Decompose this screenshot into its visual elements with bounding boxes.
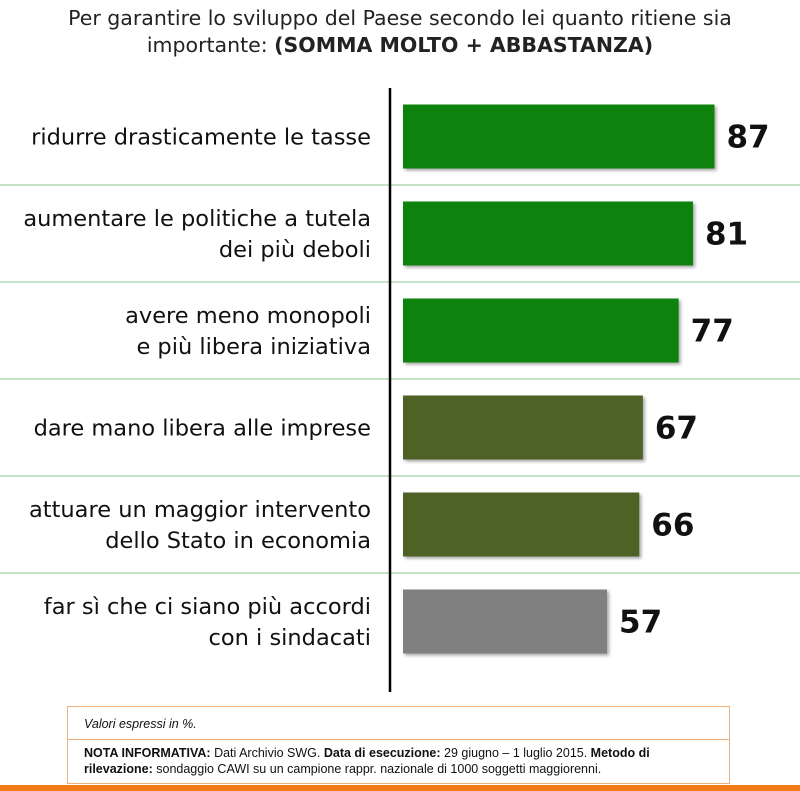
category-label: far sì che ci siano più accordi con i sin…	[44, 594, 371, 651]
bar	[403, 492, 640, 557]
bar	[403, 589, 608, 654]
method-label: Metodo di rilevazione:	[84, 746, 650, 776]
title-line-2-bold: (SOMMA MOLTO + ABBASTANZA)	[274, 33, 654, 57]
category-label: attuare un maggior intervento dello Stato…	[29, 497, 371, 554]
value-label: 66	[651, 508, 694, 544]
info-text: Dati Archivio SWG.	[210, 746, 324, 760]
info-label: NOTA INFORMATIVA:	[84, 746, 211, 760]
title-line-1: Per garantire lo sviluppo del Paese seco…	[68, 6, 732, 30]
category-label: ridurre drasticamente le tasse	[31, 125, 371, 151]
title-line-2: importante: (SOMMA MOLTO + ABBASTANZA)	[0, 32, 800, 59]
chart-title: Per garantire lo sviluppo del Paese seco…	[0, 5, 800, 59]
date-text: 29 giugno – 1 luglio 2015.	[440, 746, 591, 760]
info-note: NOTA INFORMATIVA: Dati Archivio SWG. Dat…	[84, 745, 719, 777]
bar	[403, 201, 693, 266]
value-label: 77	[691, 314, 734, 350]
bar-chart: ridurre drasticamente le tasse aumentare …	[0, 88, 800, 692]
value-label: 87	[726, 120, 769, 156]
value-label: 81	[705, 217, 748, 253]
title-line-2-text: importante:	[146, 33, 275, 57]
notes-separator	[68, 739, 729, 740]
bar	[403, 298, 679, 363]
method-text: sondaggio CAWI su un campione rappr. naz…	[152, 762, 602, 776]
bar	[403, 395, 643, 460]
values-note: Valori espressi in %.	[84, 717, 197, 731]
value-label: 57	[619, 605, 662, 641]
date-label: Data di esecuzione:	[323, 746, 441, 760]
category-label: dare mano libera alle imprese	[34, 416, 371, 442]
notes-box: Valori espressi in %. NOTA INFORMATIVA: …	[67, 706, 730, 784]
footer-bar	[0, 785, 800, 791]
value-label: 67	[655, 411, 698, 447]
category-label: avere meno monopoli e più libera iniziati…	[125, 303, 371, 360]
bar	[403, 104, 715, 169]
category-label: aumentare le politiche a tutela dei più d…	[23, 206, 371, 263]
